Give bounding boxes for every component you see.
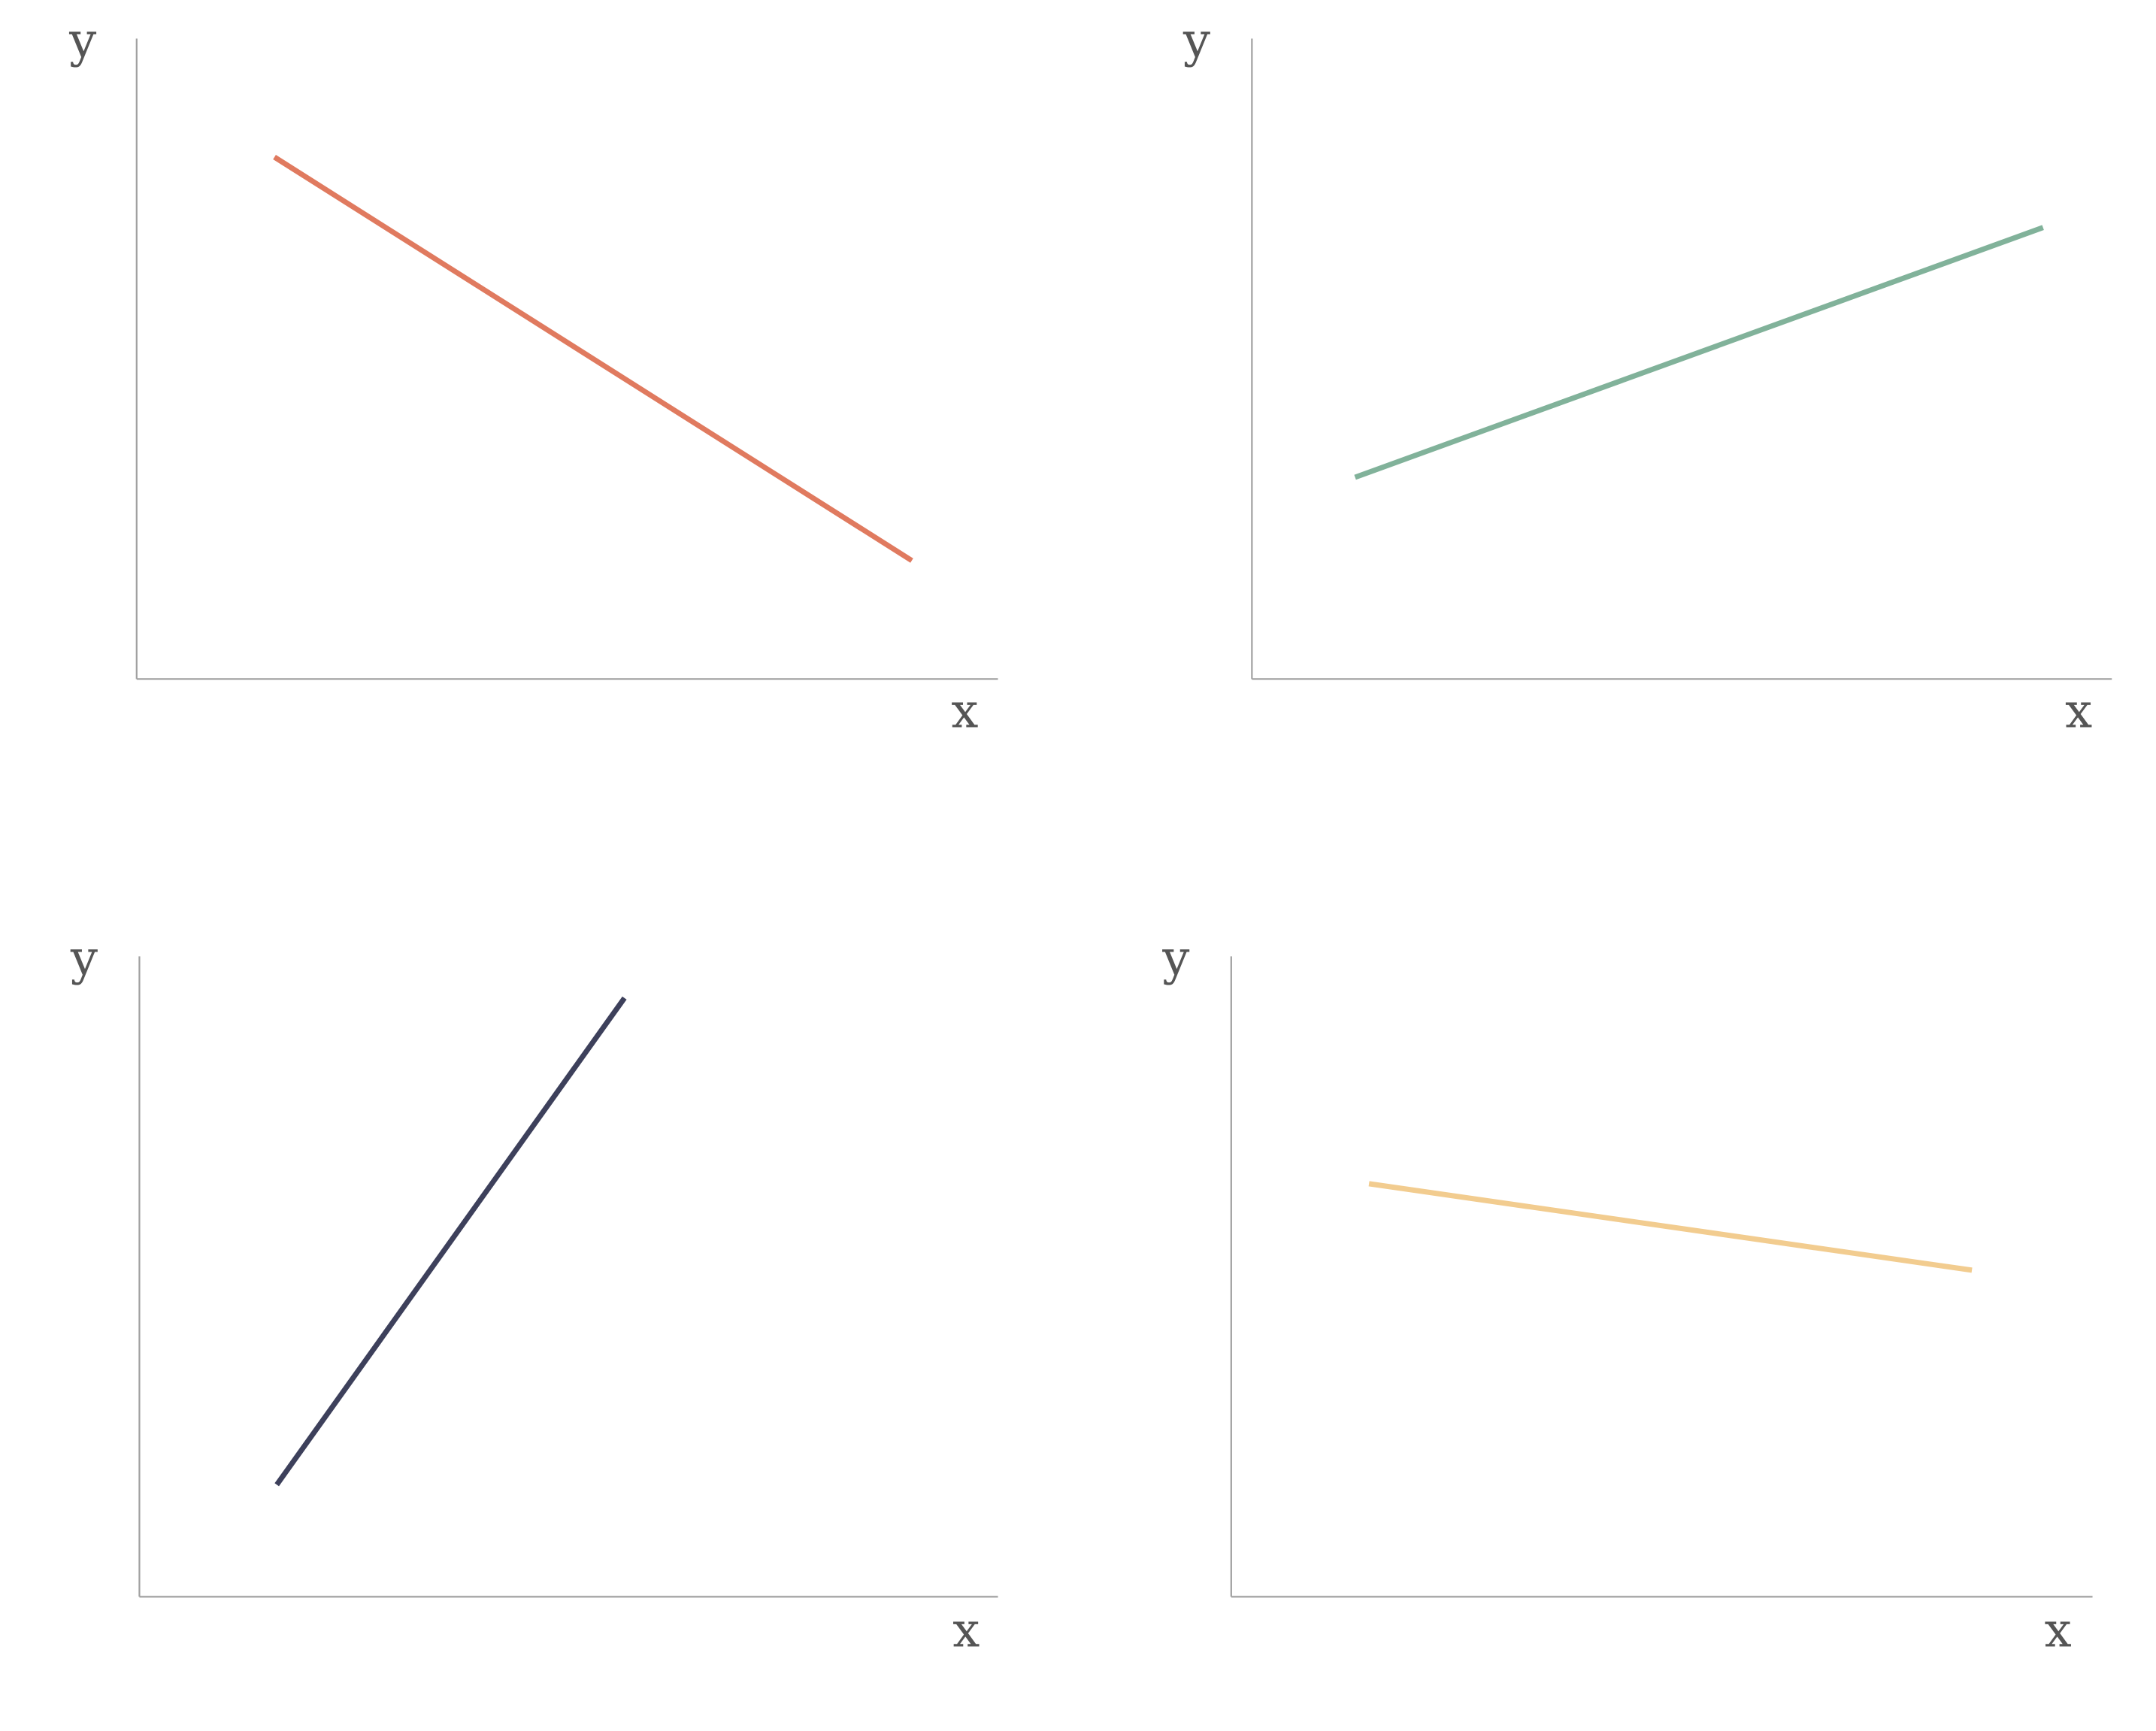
y-axis-label: y — [1182, 13, 1210, 68]
series-line-1 — [274, 996, 627, 1487]
chart-panel-top-right: yx — [1182, 13, 2112, 740]
x-axis-label: x — [952, 1602, 980, 1658]
x-axis-label: x — [2045, 1602, 2072, 1658]
chart-panel-bottom-left: yx — [70, 931, 998, 1658]
y-axis-label: y — [70, 931, 98, 986]
series-line-1 — [1368, 1181, 1973, 1273]
series-line-1 — [273, 155, 913, 563]
y-axis-label: y — [1161, 931, 1189, 986]
series-line-1 — [1354, 225, 2044, 480]
x-axis-label: x — [951, 684, 978, 740]
y-axis-label: y — [68, 13, 96, 68]
x-axis-label: x — [2065, 684, 2092, 740]
chart-panel-top-left: yx — [68, 13, 998, 740]
chart-panel-bottom-right: yx — [1161, 931, 2093, 1658]
